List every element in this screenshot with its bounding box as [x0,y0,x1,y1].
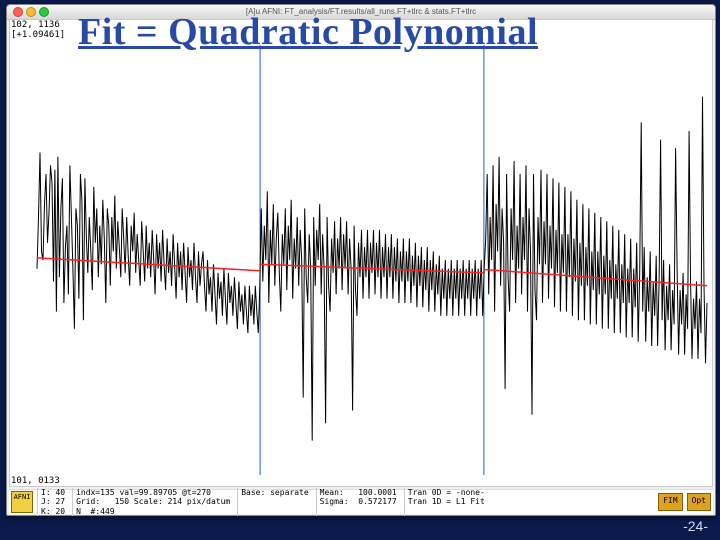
slide-title: Fit = Quadratic Polynomial [78,10,538,54]
status-ijk: I: 40 J: 27 K: 20 [37,488,68,516]
coords-bottom: 101, 0133 [11,477,60,487]
plot-area[interactable] [9,19,713,487]
opt-button[interactable]: Opt [687,493,711,511]
slide: [A]u AFNI: FT_analysis/FT.results/all_ru… [0,0,720,540]
status-bar: AFNI I: 40 J: 27 K: 20 indx=135 val=99.8… [9,489,713,514]
status-index: indx=135 val=99.89705 @t=270 Grid: 150 S… [72,488,233,516]
coords-top: 102, 1136 [+1.09461] [11,21,65,41]
afni-window: [A]u AFNI: FT_analysis/FT.results/all_ru… [6,4,716,516]
close-icon[interactable] [13,7,23,17]
slide-number: -24- [683,518,708,534]
status-tran: Tran 0D = -none- Tran 1D = L1 Fit [404,488,488,516]
afni-logo-icon: AFNI [11,491,33,513]
status-base: Base: separate [237,488,311,516]
status-stats: Mean: 100.0001 Sigma: 0.572177 [316,488,400,516]
window-controls [13,7,49,17]
timeseries-plot [9,19,713,487]
zoom-icon[interactable] [39,7,49,17]
minimize-icon[interactable] [26,7,36,17]
fim-button[interactable]: FIM [658,493,682,511]
